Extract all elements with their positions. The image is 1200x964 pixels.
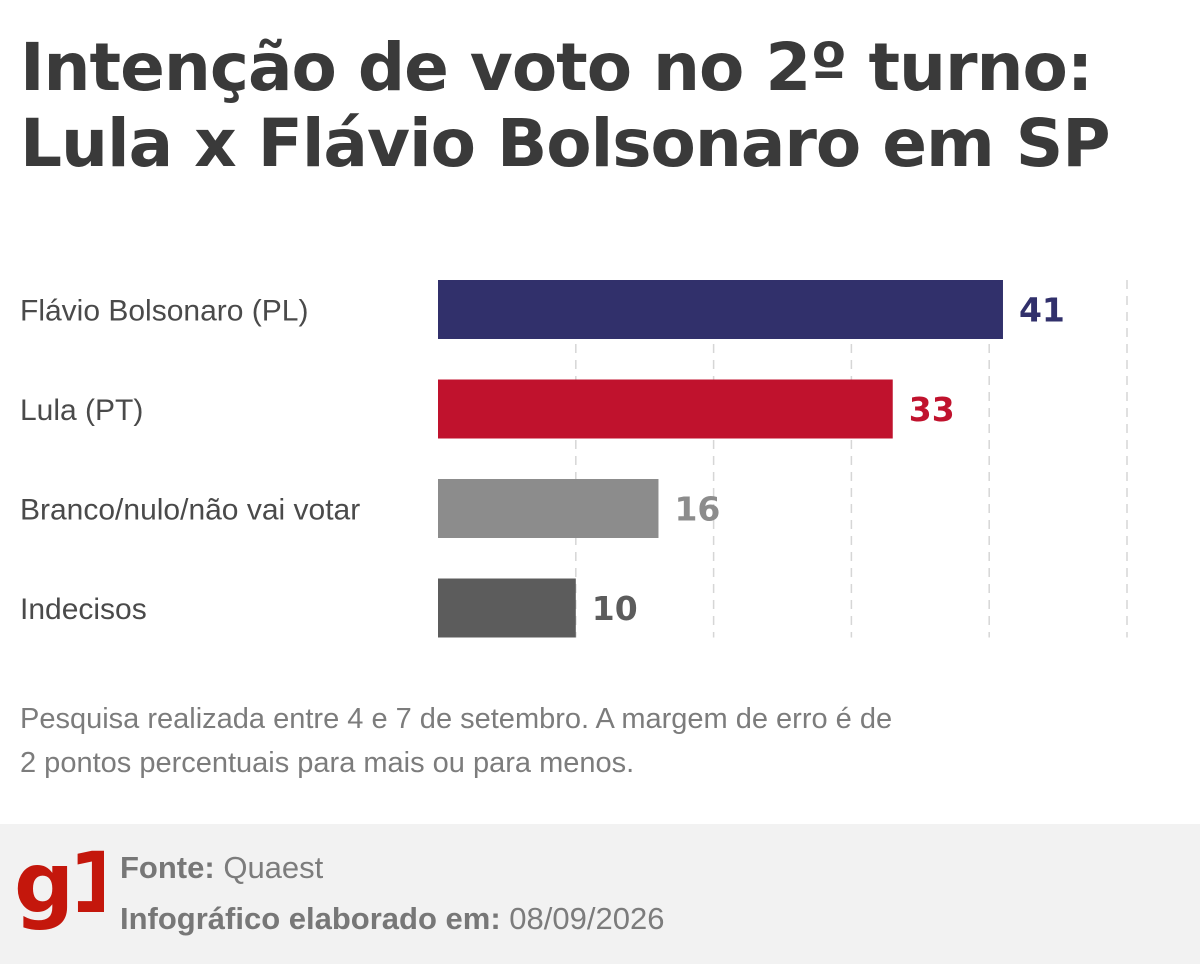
value-label-0: 41 — [1019, 291, 1065, 330]
value-label-1: 33 — [909, 390, 955, 429]
category-label-0: Flávio Bolsonaro (PL) — [20, 295, 308, 328]
g1-logo: g1 — [14, 838, 104, 932]
survey-note: Pesquisa realizada entre 4 e 7 de setemb… — [20, 703, 893, 779]
chart-title: Intenção de voto no 2º turno: Lula x Flá… — [20, 30, 1180, 182]
value-label-2: 16 — [674, 490, 720, 529]
chart-title-line-2: Lula x Flávio Bolsonaro em SP — [20, 105, 1111, 182]
category-label-2: Branco/nulo/não vai votar — [20, 494, 360, 527]
source-label: Fonte: — [120, 850, 215, 885]
bar-2 — [438, 479, 659, 538]
g1-logo-text: g1 — [14, 838, 104, 932]
made-label: Infográfico elaborado em: — [120, 901, 501, 936]
category-label-3: Indecisos — [20, 593, 147, 626]
made-line: Infográfico elaborado em: 08/09/2026 — [120, 899, 664, 939]
bars — [438, 280, 1003, 638]
value-label-3: 10 — [592, 589, 638, 628]
made-value: 08/09/2026 — [509, 901, 665, 936]
source-value: Quaest — [223, 850, 324, 885]
footer: g1 Fonte: Quaest Infográfico elaborado e… — [0, 824, 1200, 964]
gridlines — [575, 280, 1128, 638]
chart-title-line-1: Intenção de voto no 2º turno: — [20, 29, 1093, 106]
source-line: Fonte: Quaest — [120, 848, 323, 888]
category-label-1: Lula (PT) — [20, 394, 143, 427]
bar-3 — [438, 578, 576, 638]
bar-0 — [438, 280, 1003, 339]
bar-1 — [438, 379, 893, 439]
labels: Flávio Bolsonaro (PL) 41 Lula (PT) 33 Branco… — [20, 291, 1065, 629]
bar-chart: Flávio Bolsonaro (PL) 41 Lula (PT) 33 Branco… — [20, 280, 1128, 638]
